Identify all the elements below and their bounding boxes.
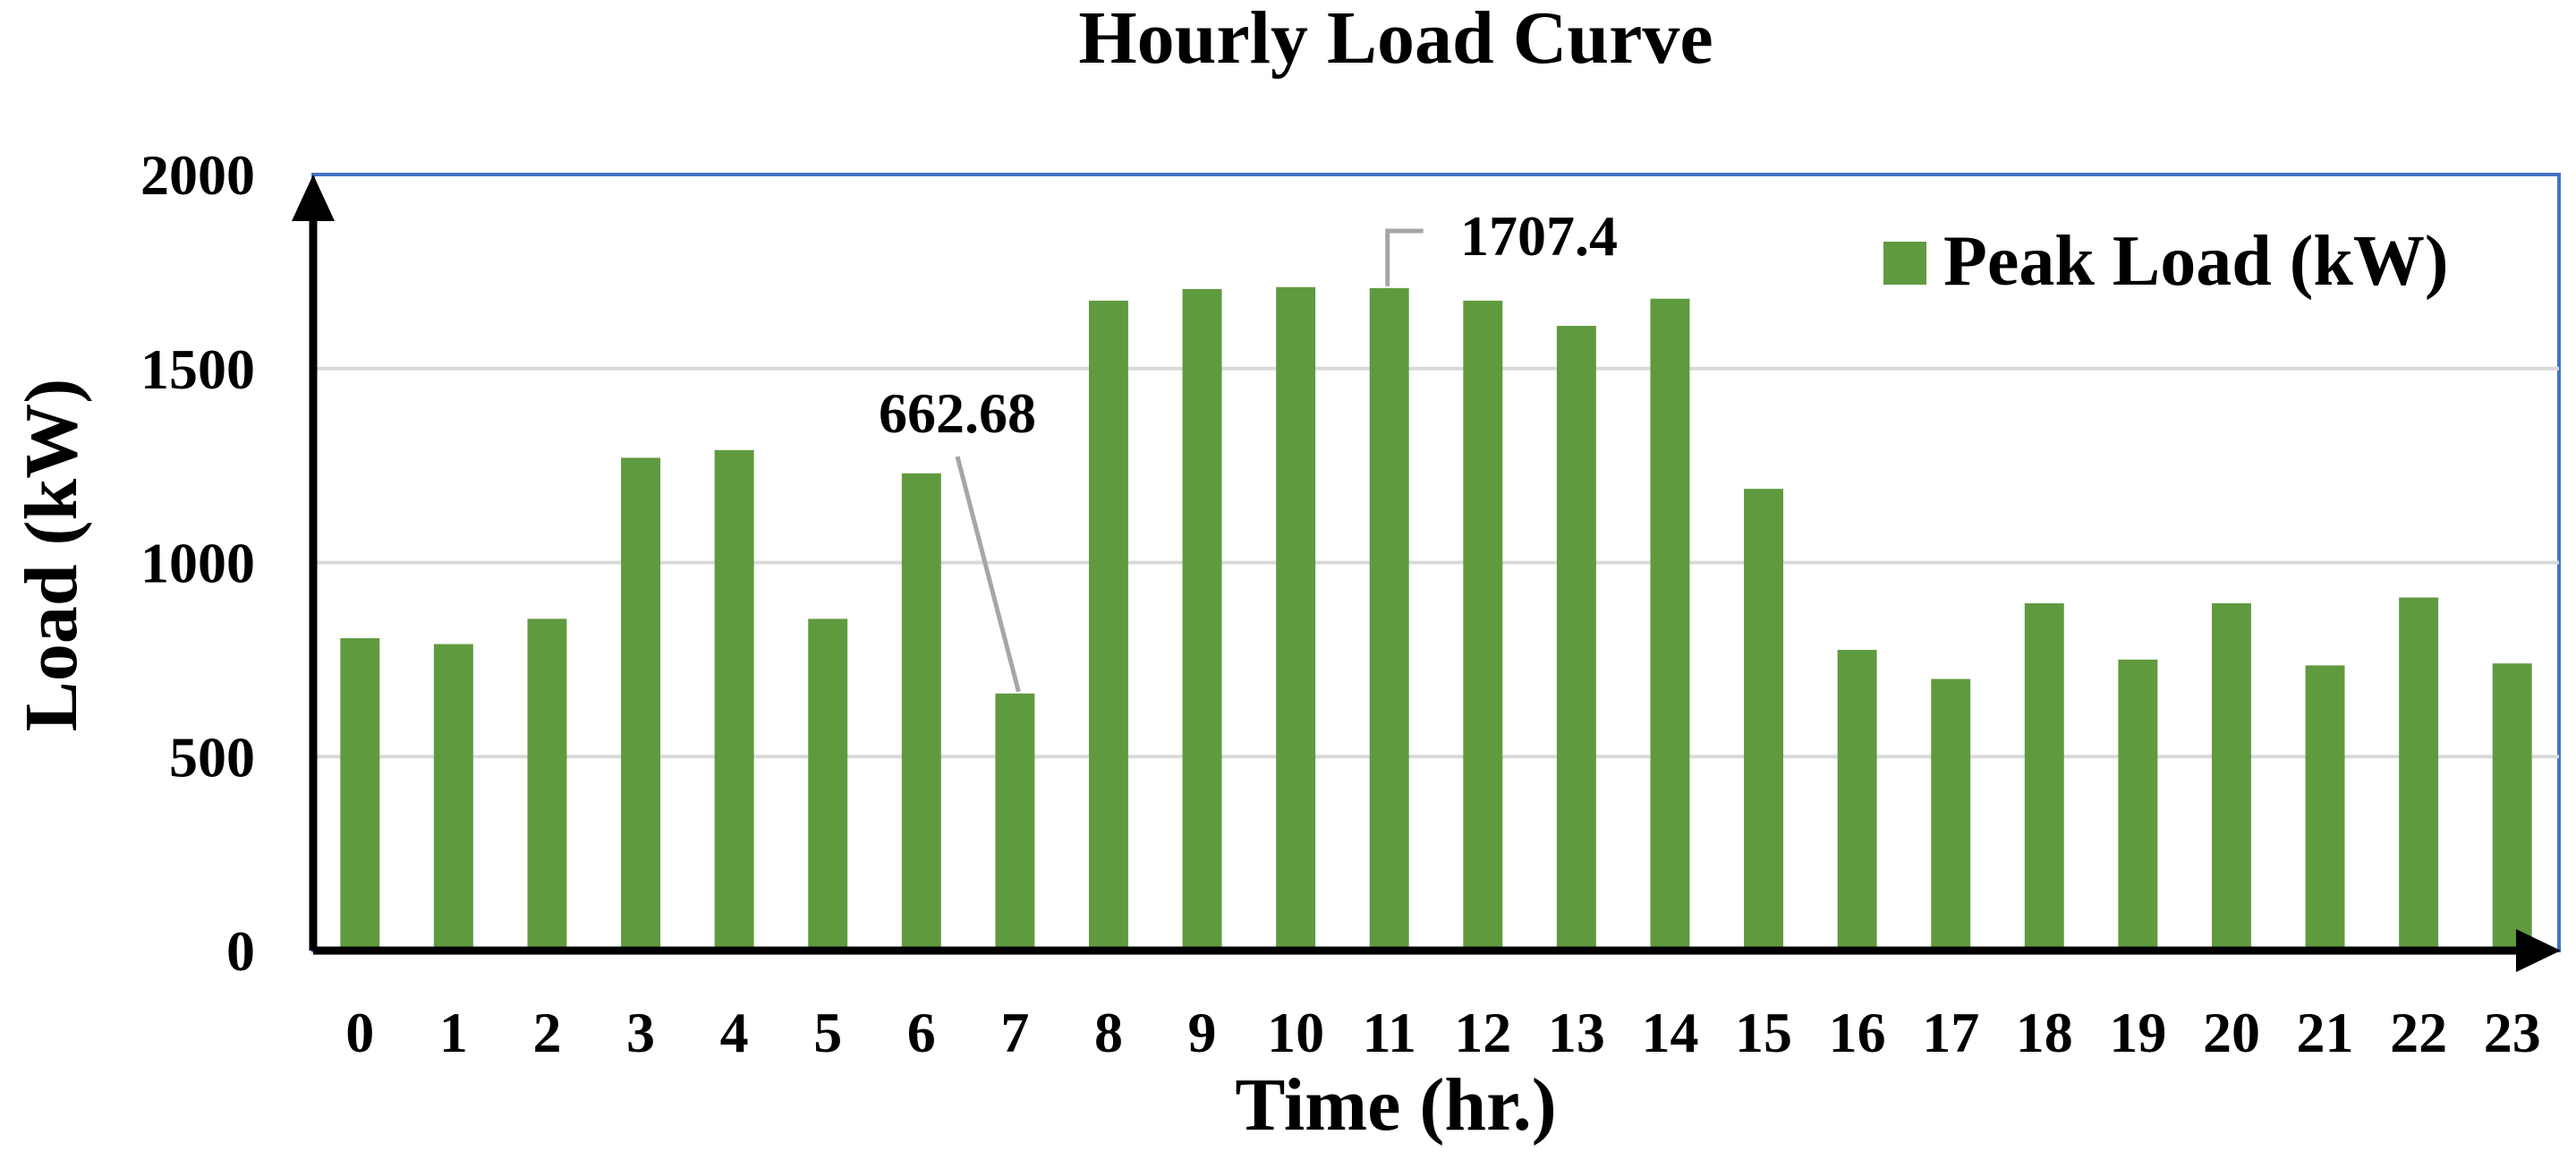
- chart-title: Hourly Load Curve: [1078, 0, 1713, 80]
- bar: [2305, 665, 2345, 951]
- x-axis-title: Time (hr.): [1235, 1063, 1556, 1147]
- data-label: 1707.4: [1460, 204, 1618, 268]
- bar: [1650, 298, 1690, 951]
- data-label-leader-line: [955, 456, 1021, 693]
- x-tick-label: 12: [1454, 1001, 1511, 1064]
- bar: [1088, 300, 1128, 951]
- x-tick-label: 10: [1267, 1001, 1324, 1064]
- bar: [1556, 326, 1596, 951]
- x-tick-label: 21: [2297, 1001, 2354, 1064]
- x-tick-label: 23: [2484, 1001, 2541, 1064]
- x-tick-label: 0: [345, 1001, 374, 1064]
- x-tick-label: 14: [1641, 1001, 1698, 1064]
- bar: [901, 473, 941, 951]
- bar: [433, 644, 473, 951]
- bar: [1276, 286, 1316, 951]
- bar: [2024, 603, 2064, 951]
- data-label-leader-line: [1385, 228, 1424, 286]
- x-tick-label: 19: [2109, 1001, 2166, 1064]
- x-tick-label: 4: [720, 1001, 749, 1064]
- bar: [1931, 678, 1971, 951]
- y-tick-label: 500: [169, 725, 255, 789]
- x-tick-label: 1: [439, 1001, 468, 1064]
- x-tick-label: 8: [1094, 1001, 1123, 1064]
- bar: [1182, 288, 1222, 951]
- bar: [2399, 597, 2439, 951]
- y-tick-label: 1000: [140, 532, 255, 595]
- legend-label: Peak Load (kW): [1943, 222, 2449, 301]
- x-tick-label: 6: [907, 1001, 936, 1064]
- y-axis-arrow: [292, 175, 335, 221]
- bar: [808, 619, 848, 951]
- x-tick-label: 20: [2203, 1001, 2260, 1064]
- x-tick-label: 9: [1188, 1001, 1217, 1064]
- bar: [1369, 287, 1409, 951]
- bar: [1744, 489, 1784, 951]
- bar: [2118, 659, 2158, 951]
- bar: [1837, 650, 1877, 951]
- x-tick-label: 18: [2016, 1001, 2073, 1064]
- data-label: 662.68: [879, 381, 1036, 445]
- legend-swatch: [1883, 242, 1926, 285]
- y-axis-title: Load (kW): [10, 379, 93, 731]
- x-tick-label: 7: [1000, 1001, 1029, 1064]
- bar: [340, 638, 380, 951]
- x-tick-label: 16: [1829, 1001, 1886, 1064]
- bar: [2211, 603, 2251, 951]
- y-tick-label: 2000: [140, 143, 255, 207]
- x-axis-arrow: [2516, 929, 2561, 972]
- y-tick-label: 0: [226, 919, 255, 983]
- bar: [714, 449, 754, 951]
- bar: [1463, 300, 1503, 951]
- x-tick-label: 2: [532, 1001, 561, 1064]
- x-tick-label: 22: [2390, 1001, 2447, 1064]
- x-tick-label: 11: [1362, 1001, 1416, 1064]
- bar: [621, 457, 661, 951]
- bar: [995, 693, 1035, 951]
- x-tick-label: 17: [1922, 1001, 1979, 1064]
- x-tick-label: 3: [626, 1001, 655, 1064]
- x-tick-label: 5: [813, 1001, 842, 1064]
- x-tick-label: 15: [1735, 1001, 1792, 1064]
- y-tick-label: 1500: [140, 337, 255, 401]
- bar: [527, 619, 567, 951]
- bar: [2492, 663, 2532, 951]
- x-tick-label: 13: [1548, 1001, 1605, 1064]
